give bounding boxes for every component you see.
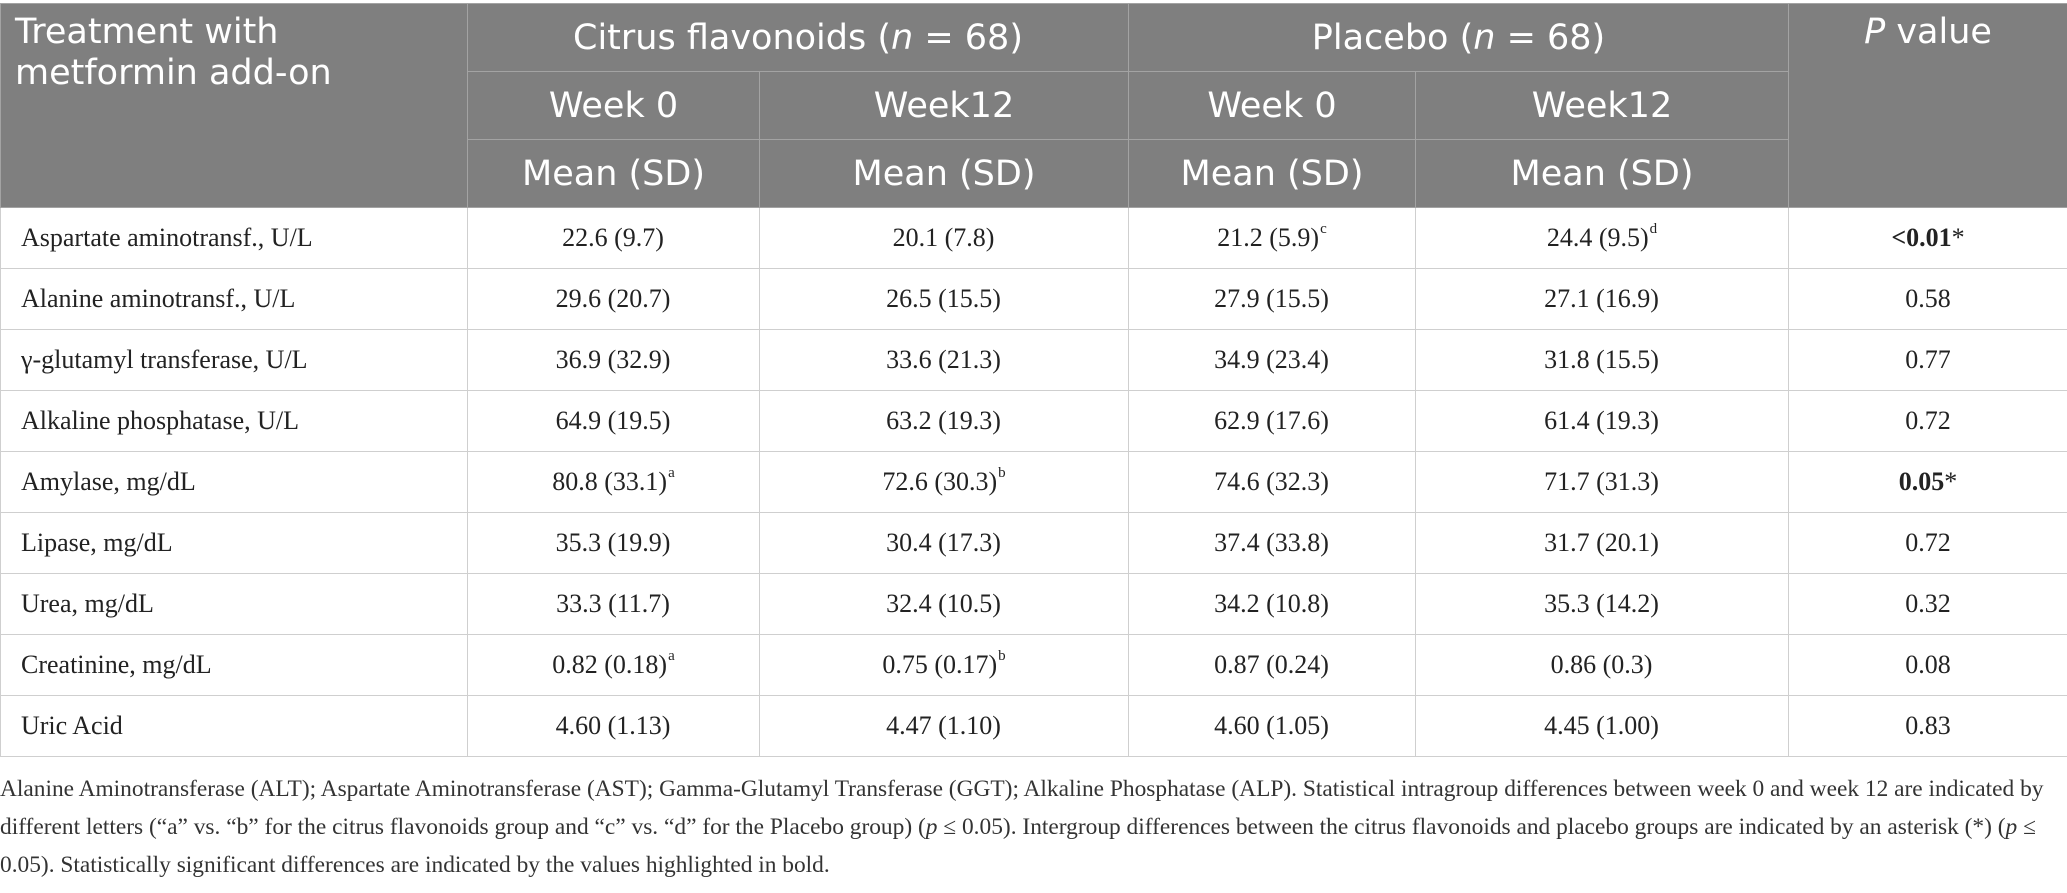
placebo-week12-cell: 71.7 (31.3): [1415, 451, 1789, 513]
citrus-week12-cell: 4.47 (1.10): [759, 695, 1129, 757]
citrus-week12-stat-header: Mean (SD): [759, 139, 1129, 208]
placebo-week0-cell: 0.87 (0.24): [1128, 634, 1416, 696]
placebo-week0-cell: 4.60 (1.05): [1128, 695, 1416, 757]
header-row-weeks: Week 0 Week12 Week 0 Week12: [1, 71, 2067, 140]
citrus-week12-cell: 0.75 (0.17)b: [759, 634, 1129, 696]
citrus-week12-header: Week12: [759, 71, 1129, 140]
parameter-cell: Creatinine, mg/dL: [0, 634, 468, 696]
significance-letter: a: [668, 648, 675, 665]
table-row: Lipase, mg/dL 35.3 (19.9) 30.4 (17.3) 37…: [0, 512, 2067, 574]
placebo-week0-stat-header: Mean (SD): [1128, 139, 1416, 208]
parameter-cell: Alkaline phosphatase, U/L: [0, 390, 468, 452]
p-value-cell: 0.32: [1788, 573, 2067, 635]
parameter-cell: Uric Acid: [0, 695, 468, 757]
table-footnote: Alanine Aminotransferase (ALT); Aspartat…: [0, 776, 2044, 878]
placebo-group-header: Placebo (n = 68): [1128, 3, 1789, 72]
placebo-week12-cell: 35.3 (14.2): [1415, 573, 1789, 635]
table-body: Aspartate aminotransf., U/L 22.6 (9.7) 2…: [0, 207, 2067, 757]
placebo-week0-cell: 37.4 (33.8): [1128, 512, 1416, 574]
header-row-groups: Treatment with metformin add-on Citrus fl…: [0, 3, 2067, 208]
significance-letter: b: [998, 465, 1006, 482]
placebo-week0-cell: 74.6 (32.3): [1128, 451, 1416, 513]
parameter-cell: Lipase, mg/dL: [0, 512, 468, 574]
citrus-week0-cell: 29.6 (20.7): [467, 268, 760, 330]
citrus-week0-cell: 35.3 (19.9): [467, 512, 760, 574]
table-row: Urea, mg/dL 33.3 (11.7) 32.4 (10.5) 34.2…: [0, 573, 2067, 635]
citrus-week12-cell: 63.2 (19.3): [759, 390, 1129, 452]
citrus-week12-cell: 33.6 (21.3): [759, 329, 1129, 391]
citrus-week0-cell: 64.9 (19.5): [467, 390, 760, 452]
citrus-week0-cell: 4.60 (1.13): [467, 695, 760, 757]
placebo-week12-cell: 31.8 (15.5): [1415, 329, 1789, 391]
p-value-cell: 0.05*: [1788, 451, 2067, 513]
citrus-week0-cell: 22.6 (9.7): [467, 207, 760, 269]
parameter-cell: Urea, mg/dL: [0, 573, 468, 635]
parameter-cell: Aspartate aminotransf., U/L: [0, 207, 468, 269]
citrus-week0-cell: 33.3 (11.7): [467, 573, 760, 635]
parameter-cell: γ-glutamyl transferase, U/L: [0, 329, 468, 391]
placebo-week12-stat-header: Mean (SD): [1415, 139, 1789, 208]
placebo-week12-cell: 31.7 (20.1): [1415, 512, 1789, 574]
placebo-week0-cell: 62.9 (17.6): [1128, 390, 1416, 452]
citrus-week0-cell: 0.82 (0.18)a: [467, 634, 760, 696]
p-value-header: P value: [1788, 3, 2067, 208]
citrus-week12-cell: 20.1 (7.8): [759, 207, 1129, 269]
placebo-week0-cell: 34.2 (10.8): [1128, 573, 1416, 635]
placebo-week12-cell: 4.45 (1.00): [1415, 695, 1789, 757]
table-row: Alanine aminotransf., U/L 29.6 (20.7) 26…: [0, 268, 2067, 330]
significance-letter: a: [668, 465, 675, 482]
p-value-cell: 0.83: [1788, 695, 2067, 757]
treatment-header: Treatment with metformin add-on: [0, 3, 468, 208]
significance-letter: b: [998, 648, 1006, 665]
table-row: Alkaline phosphatase, U/L 64.9 (19.5) 63…: [0, 390, 2067, 452]
placebo-week12-cell: 27.1 (16.9): [1415, 268, 1789, 330]
placebo-week0-cell: 27.9 (15.5): [1128, 268, 1416, 330]
citrus-week12-cell: 30.4 (17.3): [759, 512, 1129, 574]
significance-letter: c: [1320, 221, 1327, 238]
p-value-cell: 0.08: [1788, 634, 2067, 696]
citrus-week12-cell: 32.4 (10.5): [759, 573, 1129, 635]
table-row: Aspartate aminotransf., U/L 22.6 (9.7) 2…: [0, 207, 2067, 269]
citrus-group-header: Citrus flavonoids (n = 68): [467, 3, 1129, 72]
table-row: Amylase, mg/dL 80.8 (33.1)a 72.6 (30.3)b…: [0, 451, 2067, 513]
p-value-cell: 0.72: [1788, 512, 2067, 574]
results-table: Treatment with metformin add-on Citrus fl…: [0, 3, 2067, 757]
p-value-cell: 0.77: [1788, 329, 2067, 391]
p-value-cell: <0.01*: [1788, 207, 2067, 269]
p-value-cell: 0.72: [1788, 390, 2067, 452]
parameter-cell: Amylase, mg/dL: [0, 451, 468, 513]
placebo-week0-cell: 34.9 (23.4): [1128, 329, 1416, 391]
citrus-week0-cell: 36.9 (32.9): [467, 329, 760, 391]
citrus-week0-header: Week 0: [467, 71, 760, 140]
placebo-week12-cell: 61.4 (19.3): [1415, 390, 1789, 452]
table-row: γ-glutamyl transferase, U/L 36.9 (32.9) …: [0, 329, 2067, 391]
citrus-week0-stat-header: Mean (SD): [467, 139, 760, 208]
placebo-week0-cell: 21.2 (5.9)c: [1128, 207, 1416, 269]
table-row: Creatinine, mg/dL 0.82 (0.18)a 0.75 (0.1…: [0, 634, 2067, 696]
citrus-week12-cell: 72.6 (30.3)b: [759, 451, 1129, 513]
citrus-week0-cell: 80.8 (33.1)a: [467, 451, 760, 513]
placebo-week12-cell: 0.86 (0.3): [1415, 634, 1789, 696]
placebo-week0-header: Week 0: [1128, 71, 1416, 140]
header-row-stats: Mean (SD) Mean (SD) Mean (SD) Mean (SD): [1, 139, 2067, 208]
placebo-week12-header: Week12: [1415, 71, 1789, 140]
significance-letter: d: [1649, 221, 1658, 238]
table-row: Uric Acid 4.60 (1.13) 4.47 (1.10) 4.60 (…: [0, 695, 2067, 757]
placebo-week12-cell: 24.4 (9.5)d: [1415, 207, 1789, 269]
parameter-cell: Alanine aminotransf., U/L: [0, 268, 468, 330]
table-header: Treatment with metformin add-on Citrus fl…: [0, 3, 2067, 208]
p-value-cell: 0.58: [1788, 268, 2067, 330]
citrus-week12-cell: 26.5 (15.5): [759, 268, 1129, 330]
